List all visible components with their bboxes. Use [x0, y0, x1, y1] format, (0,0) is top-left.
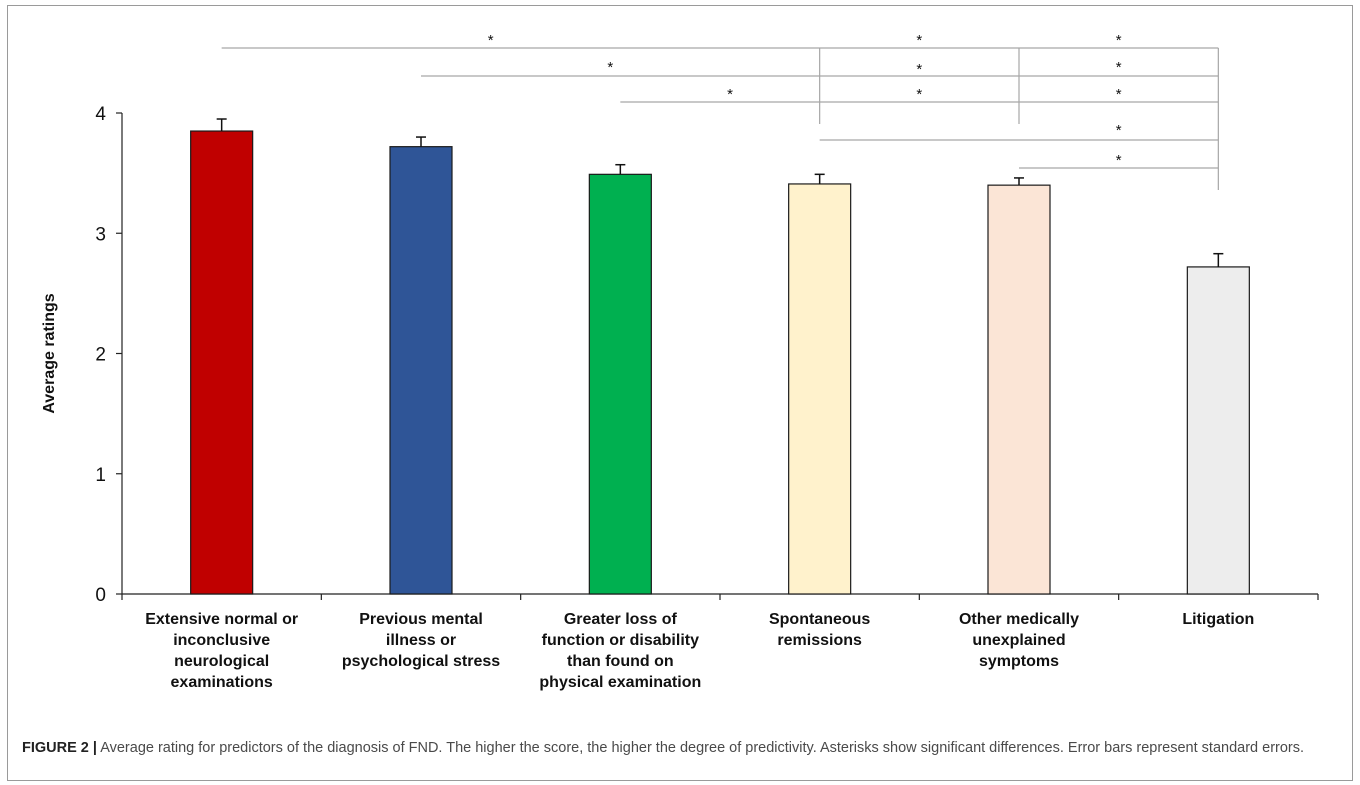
significance-asterisk: *: [916, 86, 922, 103]
bar: [788, 183, 852, 595]
significance-asterisk: *: [1116, 32, 1122, 49]
y-tick-label: 1: [95, 465, 106, 486]
y-tick-label: 3: [95, 224, 106, 245]
significance-asterisk: *: [1116, 59, 1122, 76]
figure-caption: FIGURE 2 | Average rating for predictors…: [22, 738, 1332, 759]
bar: [190, 130, 254, 595]
x-category-label: psychological stress: [342, 653, 500, 670]
x-category-label: Previous mental: [359, 611, 483, 628]
bar-chart: 0 1 2 3 4 Average ratings Extensive normal or i…: [41, 32, 1319, 691]
x-category-label: unexplained: [972, 632, 1065, 649]
significance-asterisk: *: [1116, 152, 1122, 169]
bar: [389, 146, 453, 595]
significance-asterisk: *: [607, 59, 613, 76]
x-category-label: examinations: [171, 674, 273, 691]
y-tick-label: 4: [95, 104, 106, 125]
caption-text: Average rating for predictors of the dia…: [96, 740, 1305, 756]
y-tick-label: 0: [95, 585, 106, 606]
y-axis-label: Average ratings: [41, 293, 58, 413]
x-category-label: neurological: [174, 653, 269, 670]
x-category-label: than found on: [567, 653, 674, 670]
significance-asterisk: *: [916, 61, 922, 78]
y-tick-label: 2: [95, 345, 106, 366]
bar: [1186, 266, 1250, 595]
x-category-label: Other medically: [959, 611, 1079, 628]
x-category-label: function or disability: [542, 632, 699, 649]
significance-asterisk: *: [1116, 86, 1122, 103]
x-category-label: illness or: [386, 632, 456, 649]
x-category-label: Greater loss of: [564, 611, 678, 628]
significance-asterisk: *: [1116, 122, 1122, 139]
significance-asterisk: *: [916, 32, 922, 49]
x-category-label: Extensive normal or: [145, 611, 298, 628]
bar: [987, 184, 1051, 595]
x-category-label: Litigation: [1182, 611, 1254, 628]
x-category-label: Spontaneous: [769, 611, 870, 628]
x-category-label: inconclusive: [173, 632, 270, 649]
caption-label: FIGURE 2 |: [22, 740, 97, 756]
x-category-label: remissions: [777, 632, 862, 649]
x-category-label: symptoms: [979, 653, 1059, 670]
significance-asterisk: *: [488, 32, 494, 49]
significance-asterisk: *: [727, 86, 733, 103]
x-category-label: physical examination: [539, 674, 701, 691]
bar: [588, 173, 652, 595]
